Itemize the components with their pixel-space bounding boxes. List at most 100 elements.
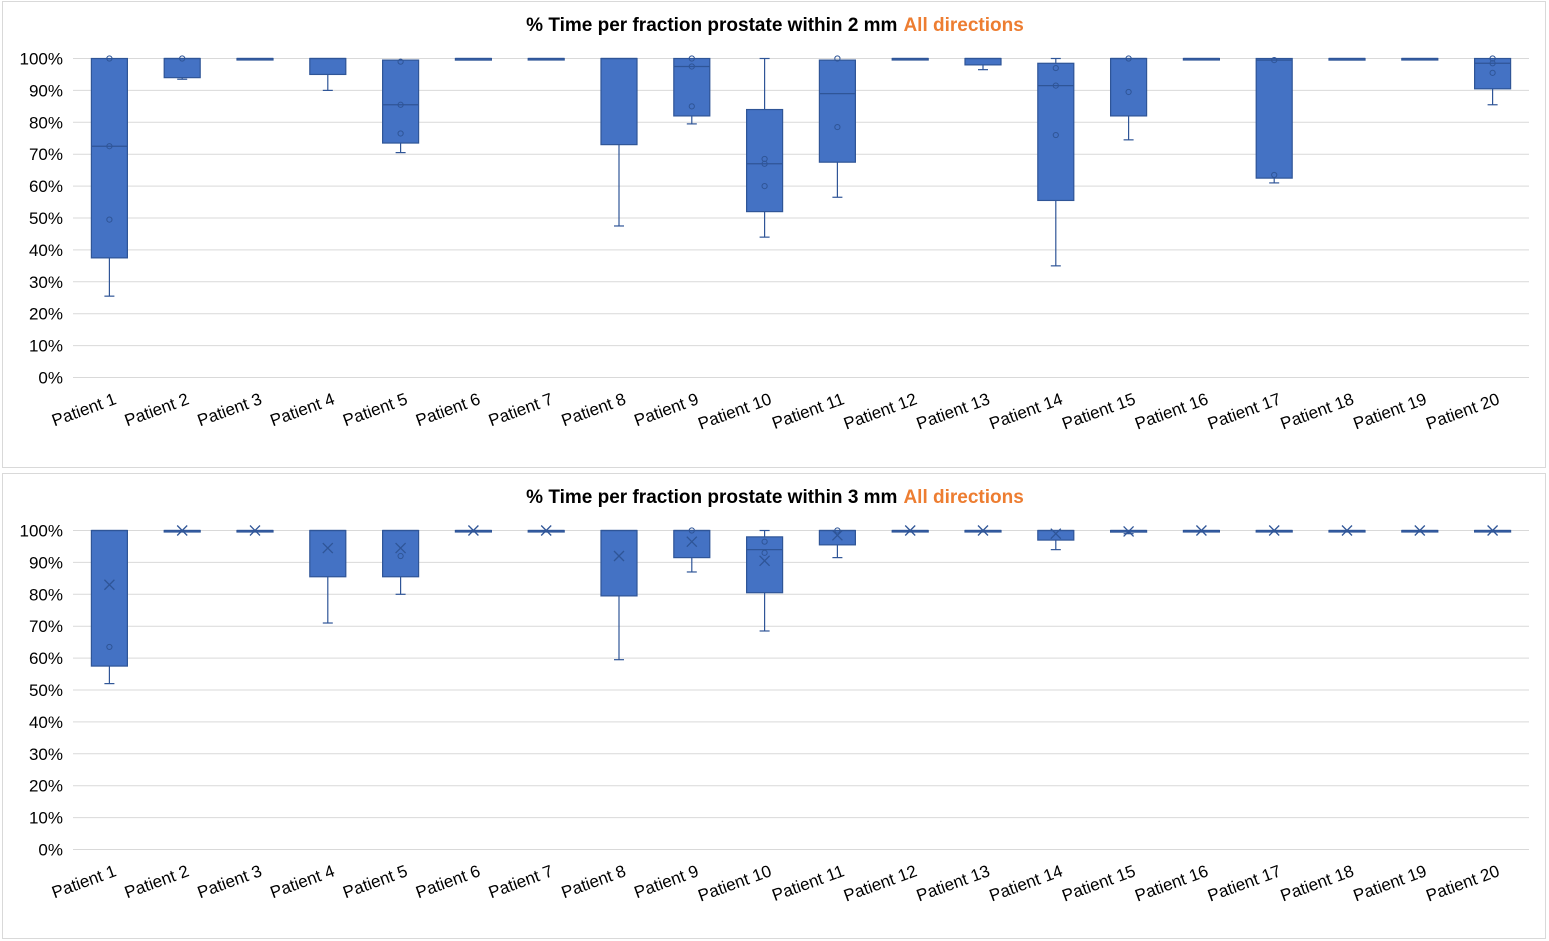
x-tick-label: Patient 18 bbox=[1278, 861, 1356, 905]
x-tick-label: Patient 11 bbox=[770, 861, 847, 905]
box-1 bbox=[90, 529, 129, 685]
chart-title-suffix: All directions bbox=[903, 15, 1023, 36]
box-body bbox=[1255, 57, 1293, 179]
box-15 bbox=[1109, 55, 1148, 141]
data-point bbox=[179, 55, 186, 62]
box-6 bbox=[454, 525, 492, 536]
x-tick-label: Patient 11 bbox=[770, 389, 847, 433]
box-6 bbox=[454, 57, 492, 61]
box-9 bbox=[673, 527, 711, 573]
mean-marker bbox=[904, 525, 916, 536]
y-tick-label: 60% bbox=[29, 177, 63, 196]
x-tick-label: Patient 10 bbox=[696, 389, 774, 433]
box-12 bbox=[891, 525, 929, 536]
box-7 bbox=[527, 57, 565, 61]
data-point bbox=[397, 101, 404, 108]
data-point bbox=[761, 549, 768, 556]
data-point bbox=[834, 527, 841, 534]
box-9 bbox=[673, 55, 711, 125]
data-point bbox=[397, 552, 404, 560]
data-point bbox=[1052, 131, 1059, 139]
box-18 bbox=[1328, 57, 1366, 61]
x-tick-label: Patient 8 bbox=[559, 389, 629, 430]
data-point bbox=[397, 58, 404, 65]
y-axis-ticks: 0% 10% 20% 30% 40% 50% 60% 70% 80% 90% 100% bbox=[20, 50, 63, 388]
box-body bbox=[1037, 529, 1075, 541]
x-tick-label: Patient 20 bbox=[1424, 861, 1502, 905]
chart-2mm: % Time per fraction prostate within 2 mm… bbox=[20, 15, 1529, 433]
box-12 bbox=[891, 57, 929, 61]
mean-marker bbox=[686, 536, 698, 548]
data-point bbox=[1489, 55, 1496, 62]
box-2 bbox=[163, 55, 201, 80]
data-point bbox=[397, 130, 404, 137]
box-body bbox=[309, 57, 347, 76]
x-tick-label: Patient 19 bbox=[1351, 861, 1429, 905]
chart-panel-3mm: % Time per fraction prostate within 3 mm… bbox=[2, 473, 1546, 939]
x-tick-label: Patient 15 bbox=[1060, 861, 1138, 905]
x-axis-labels: Patient 1 Patient 2 Patient 3 Patient 4 Pati… bbox=[49, 861, 1502, 905]
data-point bbox=[688, 63, 695, 70]
x-tick-label: Patient 16 bbox=[1132, 389, 1210, 433]
y-axis-ticks: 0% 10% 20% 30% 40% 50% 60% 70% 80% 90% 100% bbox=[20, 522, 63, 860]
box-1 bbox=[90, 55, 129, 297]
x-tick-label: Patient 12 bbox=[841, 861, 919, 905]
box-16 bbox=[1182, 57, 1221, 61]
box-16 bbox=[1182, 525, 1221, 536]
x-axis-labels: Patient 1 Patient 2 Patient 3 Patient 4 Pati… bbox=[49, 389, 1502, 433]
y-tick-label: 10% bbox=[29, 809, 63, 828]
box-body bbox=[382, 59, 420, 144]
box-10 bbox=[745, 57, 784, 238]
mean-marker bbox=[395, 542, 407, 554]
y-tick-label: 40% bbox=[29, 241, 63, 260]
box-10 bbox=[745, 529, 784, 632]
box-3 bbox=[236, 525, 274, 536]
y-tick-label: 30% bbox=[29, 273, 63, 292]
x-tick-label: Patient 18 bbox=[1278, 389, 1356, 433]
box-11 bbox=[818, 527, 857, 559]
x-tick-label: Patient 3 bbox=[195, 861, 265, 902]
box-15 bbox=[1109, 525, 1148, 537]
mean-marker bbox=[176, 525, 188, 536]
chart-title: % Time per fraction prostate within 2 mm… bbox=[526, 15, 1024, 36]
box-13 bbox=[964, 525, 1002, 536]
y-tick-label: 0% bbox=[38, 369, 63, 388]
mean-marker bbox=[1414, 525, 1426, 536]
data-point bbox=[688, 527, 695, 534]
mean-marker bbox=[1487, 525, 1499, 536]
box-11 bbox=[818, 55, 857, 198]
mean-marker bbox=[540, 525, 552, 536]
x-tick-label: Patient 10 bbox=[696, 861, 774, 905]
box-body bbox=[600, 529, 638, 597]
data-point bbox=[1125, 55, 1132, 62]
box-body bbox=[90, 529, 129, 667]
data-point bbox=[761, 538, 768, 545]
chart-title: % Time per fraction prostate within 3 mm… bbox=[526, 487, 1024, 508]
box-18 bbox=[1328, 525, 1366, 536]
x-tick-label: Patient 13 bbox=[914, 861, 992, 905]
box-body bbox=[964, 57, 1002, 66]
y-tick-label: 40% bbox=[29, 713, 63, 732]
x-tick-label: Patient 3 bbox=[195, 389, 265, 430]
data-point bbox=[106, 143, 113, 150]
x-tick-label: Patient 5 bbox=[340, 861, 410, 902]
chart-3mm: % Time per fraction prostate within 3 mm… bbox=[20, 487, 1529, 905]
mean-marker bbox=[1195, 525, 1207, 536]
data-point bbox=[761, 155, 768, 163]
data-point bbox=[1052, 64, 1059, 72]
data-point bbox=[688, 103, 695, 110]
box-8 bbox=[600, 529, 638, 661]
x-tick-label: Patient 17 bbox=[1205, 389, 1283, 433]
y-tick-label: 10% bbox=[29, 337, 63, 356]
x-tick-label: Patient 9 bbox=[632, 389, 702, 430]
chart-title-main: % Time per fraction prostate within 3 mm bbox=[526, 487, 897, 508]
mean-marker bbox=[977, 525, 989, 536]
mean-marker bbox=[322, 542, 334, 554]
data-point bbox=[1271, 171, 1278, 179]
y-tick-label: 20% bbox=[29, 777, 63, 796]
x-tick-label: Patient 6 bbox=[413, 861, 483, 902]
box-body bbox=[673, 57, 711, 117]
box-2 bbox=[163, 525, 201, 536]
box-series bbox=[90, 525, 1512, 685]
box-19 bbox=[1401, 525, 1439, 536]
